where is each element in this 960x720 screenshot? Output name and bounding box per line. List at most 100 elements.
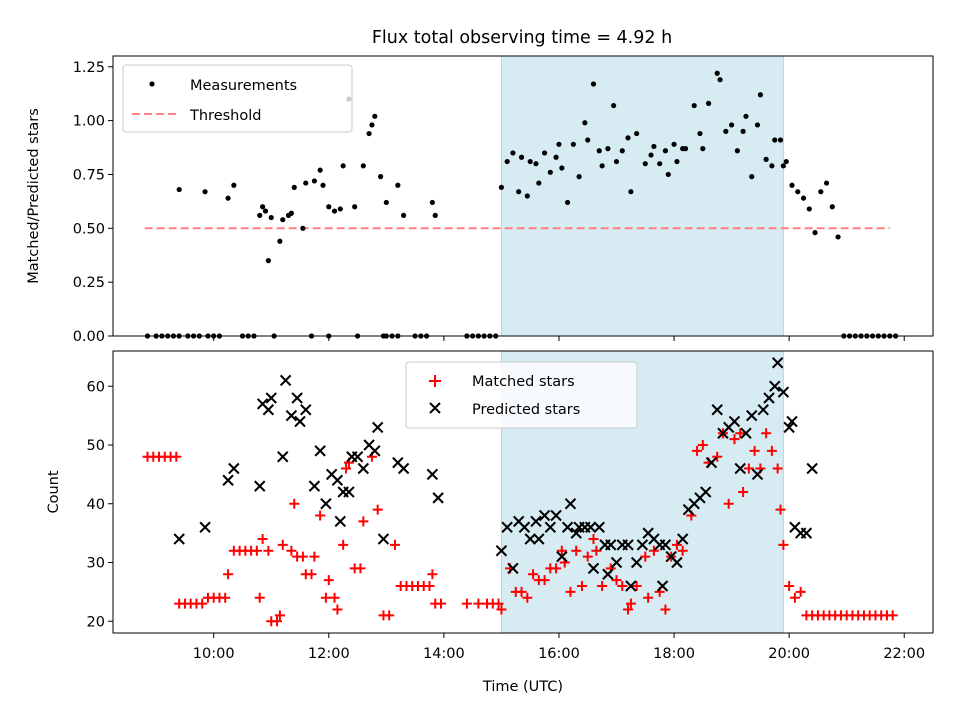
- predicted-star-stroke-b: [512, 515, 525, 528]
- measurement-point: [590, 81, 597, 87]
- matched-star-point: [735, 428, 746, 439]
- measurement-point: [613, 158, 620, 165]
- matched-star-point: [648, 545, 659, 556]
- measurement-point: [331, 208, 338, 214]
- predicted-star-stroke-b: [351, 451, 364, 463]
- measurement-point: [564, 199, 571, 206]
- measurement-point: [634, 130, 640, 137]
- matched-star-point: [565, 586, 576, 597]
- predicted-star-point: [377, 533, 390, 545]
- measurement-point: [372, 113, 378, 119]
- measurement-point: [717, 77, 723, 83]
- measurement-point: [300, 225, 306, 231]
- bottom-panel: 20 30 40 50 60 10:00 12:00 14:00 16:00 18:00 20:0…: [46, 350, 934, 695]
- predicted-star-stroke-b: [734, 462, 746, 475]
- bottom-plot-frame: [112, 350, 934, 634]
- predicted-star-stroke-b: [769, 380, 781, 392]
- predicted-star-stroke-b: [501, 521, 513, 533]
- measurement-point: [818, 189, 824, 195]
- predicted-star-point: [371, 421, 384, 434]
- predicted-star-stroke-b: [228, 462, 240, 475]
- matched-star-point: [778, 539, 789, 550]
- measurement-point: [769, 163, 775, 169]
- matched-star-point: [332, 604, 343, 615]
- matched-star-point: [355, 563, 366, 574]
- matched-star-point: [389, 539, 400, 550]
- measurement-point: [533, 161, 539, 167]
- bottom-ytick-label: 60: [87, 379, 105, 395]
- matched-star-point: [597, 581, 608, 591]
- predicted-star-point: [556, 550, 568, 563]
- measurement-point: [369, 122, 375, 128]
- measurement-point: [265, 258, 271, 264]
- measurement-point: [763, 156, 769, 162]
- predicted-star-stroke-b: [671, 556, 683, 569]
- predicted-star-stroke-b: [659, 539, 672, 551]
- matched-star-point: [272, 616, 282, 627]
- measurement-point: [757, 92, 763, 98]
- predicted-star-point: [671, 556, 683, 569]
- matched-star-point: [775, 504, 786, 515]
- predicted-star-stroke-b: [222, 474, 234, 486]
- predicted-star-stroke-b: [699, 486, 712, 498]
- predicted-star-stroke-b: [751, 468, 764, 481]
- matched-star-point: [496, 604, 507, 615]
- measurement-point: [377, 174, 384, 180]
- measurement-point: [823, 180, 830, 186]
- matched-star-point: [617, 581, 628, 591]
- predicted-star-point: [314, 445, 326, 457]
- measurement-point: [599, 163, 605, 169]
- predicted-star-point: [806, 462, 818, 475]
- measurement-point: [553, 154, 559, 160]
- measurement-point: [705, 100, 712, 106]
- measurement-point: [625, 135, 631, 141]
- predicted-star-stroke-b: [728, 415, 741, 428]
- predicted-star-point: [426, 468, 439, 481]
- matched-star-point: [738, 487, 749, 497]
- matched-star-point: [338, 539, 349, 550]
- predicted-star-point: [622, 539, 634, 551]
- predicted-star-stroke-b: [285, 409, 298, 422]
- bottom-ytick-label: 40: [87, 497, 105, 513]
- predicted-star-point: [587, 562, 600, 575]
- predicted-star-stroke-b: [432, 492, 444, 504]
- measurement-point: [311, 178, 318, 184]
- measurement-point: [728, 122, 735, 128]
- predicted-star-point: [605, 539, 617, 551]
- matched-legend-marker: [429, 375, 441, 387]
- predicted-star-point: [199, 521, 211, 533]
- measurement-point: [585, 137, 591, 143]
- measurement-point: [176, 186, 182, 193]
- predicted-star-point: [656, 580, 669, 592]
- predicted-star-point: [728, 415, 741, 428]
- predicted-star-stroke-b: [711, 404, 723, 416]
- matched-star-point: [611, 575, 622, 586]
- matched-star-point: [571, 545, 582, 556]
- predicted-star-point: [495, 545, 508, 557]
- predicted-star-stroke-b: [308, 480, 321, 492]
- measurement-point: [795, 189, 801, 195]
- measurement-point: [337, 206, 343, 212]
- predicted-legend-marker: [429, 402, 441, 414]
- bottom-xtick-label: 20:00: [768, 646, 810, 662]
- matched-star-point: [588, 534, 599, 544]
- measurement-point: [740, 128, 746, 134]
- measurement-point: [642, 161, 648, 167]
- predicted-star-stroke-b: [561, 521, 574, 533]
- predicted-star-stroke-b: [636, 539, 649, 551]
- matched-star-point: [712, 451, 723, 462]
- matched-star-point: [772, 463, 783, 474]
- predicted-star-stroke-b: [757, 404, 769, 416]
- predicted-star-point: [769, 380, 781, 392]
- predicted-star-stroke-b: [495, 545, 508, 557]
- predicted-star-stroke-b: [507, 562, 519, 575]
- measurement-point: [280, 217, 286, 223]
- predicted-star-stroke-b: [625, 580, 637, 592]
- matched-star-point: [697, 440, 708, 450]
- bottom-x-axis: 10:00 12:00 14:00 16:00 18:00 20:00 22:00: [193, 633, 925, 662]
- predicted-star-stroke-b: [556, 550, 568, 563]
- predicted-star-stroke-b: [676, 533, 689, 545]
- measurement-point: [559, 165, 565, 171]
- predicted-star-point: [636, 539, 649, 551]
- matched-star-point: [372, 504, 383, 515]
